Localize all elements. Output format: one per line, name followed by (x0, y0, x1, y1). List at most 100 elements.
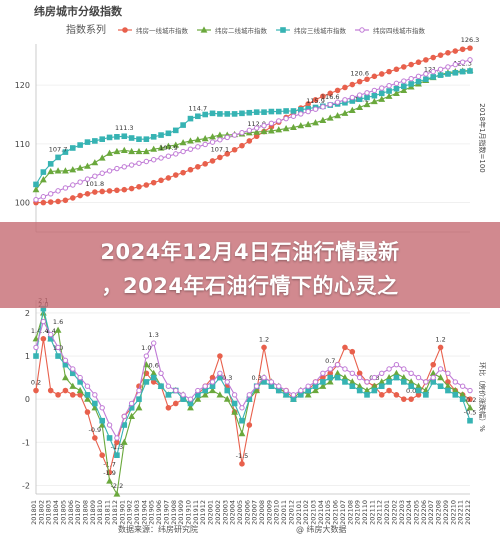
data-point-tier3 (467, 68, 473, 74)
data-point-tier3 (202, 387, 208, 394)
data-point-tier4 (467, 57, 473, 63)
data-point-tier4 (320, 104, 326, 110)
data-point-tier3 (195, 113, 201, 120)
data-point-tier2 (84, 395, 91, 402)
data-point-tier1 (47, 387, 54, 394)
data-point-tier2 (216, 131, 224, 138)
data-point-tier2 (120, 146, 128, 153)
data-point-tier4 (452, 61, 458, 68)
data-point-tier4 (342, 97, 348, 103)
data-point-tier1 (150, 179, 157, 186)
data-point-tier4 (349, 94, 356, 101)
data-point-tier2 (370, 97, 378, 105)
legend-marker-tier1 (122, 27, 128, 33)
data-point-tier1 (246, 422, 253, 428)
data-point-tier4 (187, 146, 194, 152)
data-point-tier2 (444, 382, 452, 389)
data-point-tier3 (84, 139, 91, 145)
data-point-tier4 (187, 396, 194, 402)
x-tick-label: 202203 (398, 500, 406, 525)
data-point-tier2 (98, 154, 106, 161)
data-point-tier3 (217, 374, 223, 381)
data-point-tier2 (135, 404, 143, 411)
data-point-tier4 (99, 170, 105, 176)
data-point-tier2 (187, 137, 194, 144)
x-tick-label: 201803 (45, 500, 53, 525)
data-label: 1.0 (141, 344, 151, 352)
data-point-tier4 (114, 165, 120, 172)
x-tick-label: 202107 (339, 500, 347, 525)
data-point-tier4 (106, 422, 113, 428)
data-label: -0.9 (89, 426, 102, 434)
data-point-tier2 (407, 378, 415, 385)
data-point-tier2 (363, 100, 371, 108)
data-point-tier3 (298, 392, 304, 398)
x-tick-label: 202102 (302, 500, 310, 525)
data-point-tier3 (180, 122, 186, 128)
data-label: -1.5 (236, 452, 249, 460)
data-point-tier2 (194, 395, 202, 402)
data-label: 114.7 (189, 104, 208, 112)
data-point-tier4 (253, 125, 260, 131)
data-point-tier4 (48, 331, 54, 338)
data-point-tier2 (32, 186, 40, 193)
top-chart-title: 指数系列 (66, 23, 106, 36)
data-point-tier3 (69, 145, 76, 151)
data-point-tier3 (69, 370, 76, 377)
data-point-tier1 (239, 142, 245, 149)
data-point-tier1 (400, 64, 407, 70)
data-point-tier2 (312, 119, 319, 126)
data-point-tier2 (319, 116, 327, 123)
data-point-tier3 (261, 109, 267, 115)
data-point-tier3 (128, 404, 135, 411)
data-point-tier1 (312, 97, 319, 103)
data-point-tier1 (459, 46, 466, 53)
data-label: 111.3 (115, 124, 134, 132)
data-point-tier3 (408, 383, 414, 390)
data-point-tier2 (267, 127, 275, 134)
data-point-tier2 (400, 86, 408, 94)
data-point-tier3 (386, 88, 392, 94)
data-point-tier2 (201, 391, 209, 398)
data-point-tier2 (326, 114, 334, 121)
data-point-tier4 (202, 383, 208, 389)
data-point-tier3 (364, 392, 370, 398)
data-point-tier1 (143, 182, 150, 188)
data-point-tier3 (459, 68, 466, 75)
data-point-tier2 (466, 404, 474, 411)
data-point-tier4 (364, 379, 370, 385)
data-point-tier4 (423, 379, 429, 385)
data-point-tier1 (136, 183, 142, 190)
data-point-tier3 (437, 383, 444, 390)
data-point-tier4 (445, 64, 451, 70)
x-tick-label: 201911 (192, 500, 200, 525)
data-point-tier4 (276, 118, 282, 124)
data-point-tier3 (55, 154, 61, 161)
data-point-tier2 (348, 378, 356, 385)
data-point-tier1 (342, 344, 348, 351)
x-tick-label: 202210 (449, 500, 457, 525)
data-point-tier4 (371, 87, 378, 94)
data-point-tier2 (334, 112, 341, 119)
data-point-tier3 (33, 181, 39, 188)
data-label: -0.5 (464, 409, 477, 417)
data-point-tier3 (364, 94, 370, 101)
data-point-tier1 (378, 392, 385, 398)
data-point-tier3 (106, 435, 113, 441)
data-point-tier2 (62, 167, 69, 174)
data-point-tier1 (40, 336, 47, 342)
data-point-tier2 (209, 133, 216, 140)
data-point-tier2 (385, 374, 393, 381)
source-note: 数据来源：纬房研究院 (118, 524, 198, 534)
x-tick-label: 202112 (376, 500, 384, 525)
data-point-tier3 (47, 161, 54, 167)
data-point-tier3 (55, 353, 61, 359)
data-point-tier4 (231, 132, 238, 138)
x-tick-label: 201806 (67, 500, 75, 525)
data-point-tier3 (283, 392, 289, 398)
x-tick-label: 202012 (287, 500, 295, 525)
data-point-tier2 (341, 109, 349, 116)
x-tick-label: 201812 (111, 500, 119, 525)
data-point-tier3 (77, 142, 83, 148)
data-point-tier3 (415, 78, 422, 85)
